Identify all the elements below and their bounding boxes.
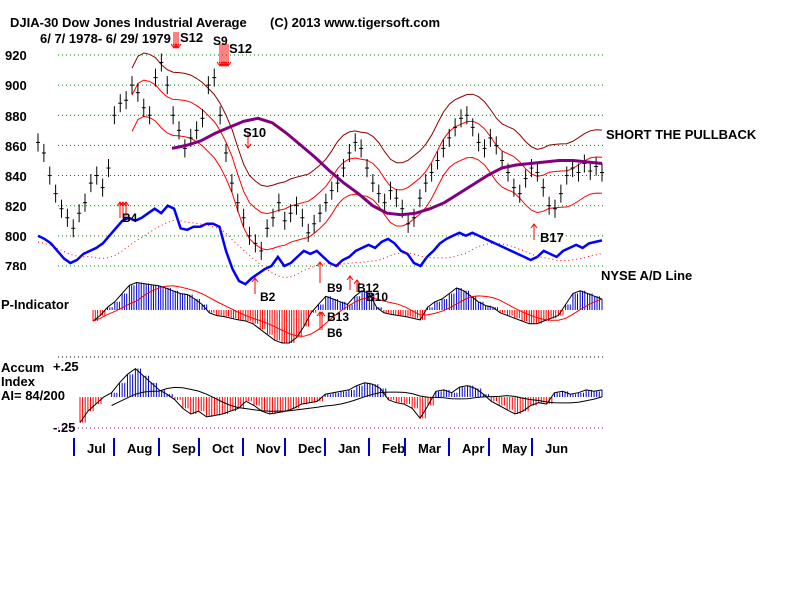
p-indicator-outline [92, 281, 603, 344]
signal-s10: S10 [243, 125, 266, 140]
y-tick-800: 800 [5, 229, 27, 244]
annotation-short-the-pullback: SHORT THE PULLBACK [606, 127, 757, 142]
date-range: 6/ 7/ 1978- 6/ 29/ 1979 [40, 31, 171, 46]
signal-b9: B9 [327, 281, 343, 295]
month-label-may: May [502, 441, 528, 456]
bollinger-bands [131, 52, 603, 251]
sell-arrow-s10-head [244, 143, 252, 149]
accum-ai-value: AI= 84/200 [1, 388, 65, 403]
p-indicator-histogram [92, 281, 603, 344]
y-tick-860: 860 [5, 139, 27, 154]
month-label-aug: Aug [127, 441, 152, 456]
buy-arrow-b4-0-head [116, 201, 124, 207]
signal-s9: S9 [213, 34, 228, 48]
accum-index-ma [111, 386, 603, 412]
signal-b4: B4 [122, 211, 138, 225]
buy-arrow-b17-head [530, 223, 538, 229]
month-label-jul: Jul [87, 441, 106, 456]
buy-arrow-b2-head [251, 277, 259, 283]
p-indicator-label: P-Indicator [1, 297, 69, 312]
copyright: (C) 2013 www.tigersoft.com [270, 15, 440, 30]
moving-average-path [171, 116, 603, 217]
sell-arrow-s12b-4-head [224, 61, 232, 67]
price-bars [36, 53, 604, 260]
signal-b17: B17 [540, 230, 564, 245]
accum-label-line2: Index [1, 374, 36, 389]
signal-s12-top: S12 [180, 30, 203, 45]
month-label-jun: Jun [545, 441, 568, 456]
annotation-ad-line: NYSE A/D Line [601, 268, 692, 283]
accum-index-histogram [79, 367, 603, 423]
month-label-jan: Jan [338, 441, 360, 456]
y-tick-780: 780 [5, 259, 27, 274]
price-gridlines [58, 54, 604, 429]
signal-b2: B2 [260, 290, 276, 304]
month-label-feb: Feb [382, 441, 405, 456]
accum-label-line1: Accum [1, 360, 44, 375]
band-lower-inner [131, 115, 603, 251]
signal-b6: B6 [327, 326, 343, 340]
signal-b10: B10 [366, 290, 388, 304]
buy-arrow-b4-1-head [119, 201, 127, 207]
signal-b12: B12 [357, 281, 379, 295]
accum-tick-neg: -.25 [53, 420, 75, 435]
y-tick-820: 820 [5, 199, 27, 214]
buy-arrow-b10-head [353, 279, 361, 285]
y-tick-840: 840 [5, 169, 27, 184]
signal-s12-second: S12 [229, 41, 252, 56]
moving-average [171, 116, 603, 217]
ad-line-path [37, 204, 603, 286]
buy-arrow-b4-2-head [122, 201, 130, 207]
chart-title: DJIA-30 Dow Jones Industrial Average [10, 15, 247, 30]
band-upper-outer [131, 52, 603, 187]
p-indicator-ma [92, 285, 603, 337]
month-label-dec: Dec [298, 441, 322, 456]
signal-b13: B13 [327, 310, 349, 324]
y-tick-880: 880 [5, 109, 27, 124]
month-label-apr: Apr [462, 441, 484, 456]
buy-arrow-b12-head [346, 275, 354, 281]
y-tick-920: 920 [5, 48, 27, 63]
buy-arrow-b9-head [316, 261, 324, 267]
sell-arrow-s12a-2-head [174, 43, 182, 49]
month-label-oct: Oct [212, 441, 234, 456]
accum-index-outline [79, 367, 603, 423]
y-tick-900: 900 [5, 78, 27, 93]
signal-arrows [116, 32, 538, 330]
month-label-nov: Nov [256, 441, 281, 456]
month-axis: Jul Aug Sep Oct Nov Dec Jan Feb Mar Apr May Jun [73, 438, 568, 456]
accum-tick-pos: +.25 [53, 359, 79, 374]
month-label-mar: Mar [418, 441, 441, 456]
month-label-sep: Sep [172, 441, 196, 456]
buy-arrow-b13-1-head [318, 311, 326, 317]
